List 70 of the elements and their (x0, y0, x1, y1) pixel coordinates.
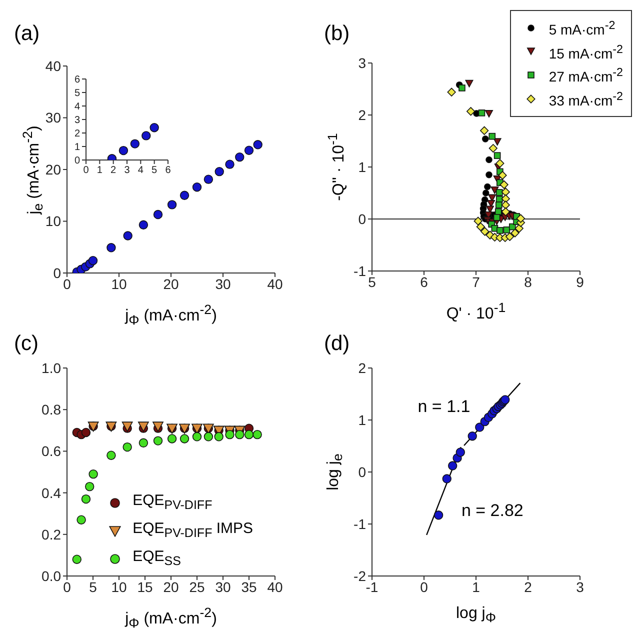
x-tick-label: 10 (111, 276, 127, 292)
legend-label: 15 mA·cm$^{-2}$ (548, 42, 623, 64)
x-axis-title: j$_{Φ}$ (mA·cm$^{-2}$) (124, 302, 218, 328)
x-tick-label: 30 (215, 276, 231, 292)
y-tick-label: 6 (74, 74, 80, 86)
annotation: n = 2.82 (461, 501, 524, 522)
y-tick-label: 0 (74, 156, 80, 167)
y-tick-label: 0.6 (42, 443, 62, 460)
y-tick-label: 30 (45, 110, 62, 126)
x-tick-label: 6 (165, 165, 172, 176)
y-tick-label: 5 (74, 88, 80, 100)
x-tick-label: 20 (163, 276, 179, 292)
x-tick-label: 0 (83, 165, 90, 176)
x-tick-label: 15 (137, 578, 153, 595)
legend-label: 33 mA·cm$^{-2}$ (548, 88, 623, 111)
y-tick-label: 4 (74, 102, 80, 113)
x-tick-label: 1 (96, 165, 103, 176)
y-tick-label: 2 (74, 128, 80, 140)
x-tick-label: 0 (420, 578, 428, 595)
x-tick-label: 1 (472, 578, 480, 595)
x-tick-label: 25 (189, 578, 205, 595)
chart-title: (d) (324, 332, 350, 356)
legend-label: 27 mA·cm$^{-2}$ (548, 65, 623, 87)
y-tick-label: 1 (358, 412, 366, 428)
x-tick-label: 8 (524, 274, 532, 290)
y-tick-label: 40 (45, 58, 62, 74)
chart-title: (b) (324, 22, 350, 46)
x-tick-label: 40 (267, 578, 283, 595)
x-tick-label: 2 (110, 165, 117, 176)
x-tick-label: 5 (152, 165, 158, 176)
y-tick-label: 0.4 (42, 484, 62, 501)
x-axis-title: j$_{Φ}$ (mA·cm$^{-2}$) (124, 605, 218, 631)
x-tick-label: 3 (124, 165, 130, 176)
legend-label: EQE$_{PV-DIFF}$ IMPS (132, 518, 254, 542)
x-tick-label: 4 (138, 165, 144, 176)
x-tick-label: 20 (163, 578, 179, 595)
y-tick-label: 0.8 (42, 402, 62, 418)
y-tick-label: 3 (358, 54, 366, 71)
x-tick-label: 7 (472, 274, 480, 290)
x-tick-label: 9 (576, 274, 584, 290)
x-tick-label: 5 (89, 578, 98, 595)
y-tick-label: -1 (354, 516, 366, 532)
x-axis-title: Q' · 10$^{-1}$ (445, 300, 507, 324)
legend-label: 5 mA·cm$^{-2}$ (548, 18, 616, 40)
x-tick-label: 5 (368, 274, 376, 290)
annotation: n = 1.1 (418, 397, 470, 418)
y-tick-label: 1.0 (42, 360, 62, 376)
y-tick-label: 10 (45, 213, 62, 230)
x-tick-label: 35 (241, 578, 257, 595)
x-tick-label: 40 (267, 276, 283, 292)
x-tick-label: 2 (524, 578, 532, 595)
legend-label: EQE$_{PV-DIFF}$ (132, 490, 212, 514)
y-tick-label: 0.2 (42, 526, 62, 542)
chart-title: (a) (14, 22, 40, 46)
y-tick-label: 0.0 (42, 568, 62, 584)
y-tick-label: 1 (74, 142, 80, 154)
y-tick-label: 3 (74, 115, 80, 126)
y-tick-label: -2 (354, 568, 366, 584)
y-tick-label: 2 (358, 360, 366, 376)
x-axis-title: log j$_{Φ}$ (455, 605, 497, 626)
y-tick-label: 2 (358, 106, 366, 123)
y-tick-label: 0 (358, 210, 366, 227)
legend-label: EQE$_{SS}$ (132, 546, 181, 570)
y-tick-label: 0 (358, 464, 366, 480)
chart-title: (c) (14, 332, 38, 356)
x-tick-label: 3 (576, 578, 584, 595)
x-tick-label: 10 (111, 578, 127, 595)
x-tick-label: 30 (215, 578, 231, 595)
y-tick-label: -1 (354, 262, 366, 279)
x-tick-label: 6 (420, 274, 428, 290)
